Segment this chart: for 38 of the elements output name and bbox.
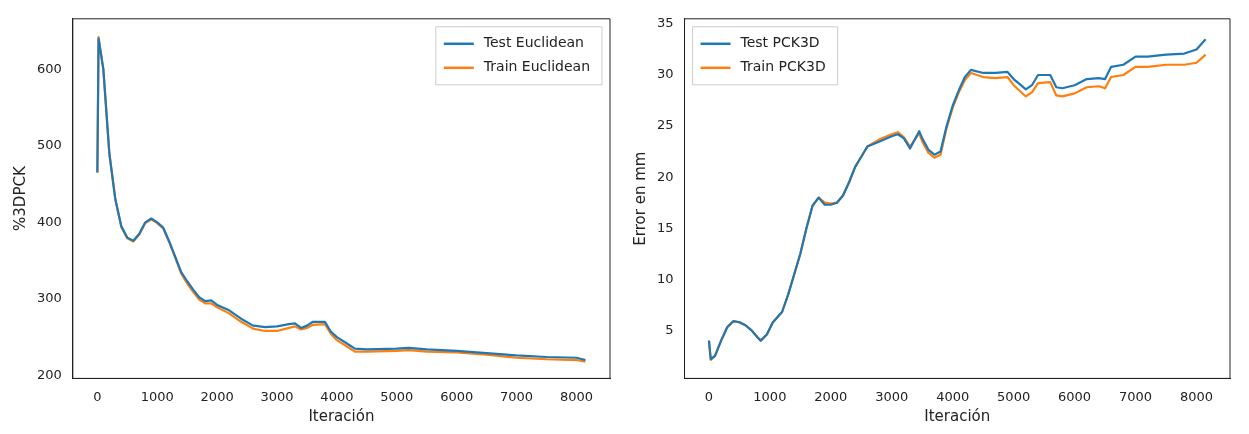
y-tick-label: 35 [657, 15, 674, 31]
x-tick-label: 6000 [440, 388, 474, 404]
y-tick-label: 20 [657, 168, 674, 184]
legend-label: Test Euclidean [482, 34, 584, 51]
y-tick-label: 15 [657, 219, 674, 235]
x-tick-label: 4000 [936, 388, 970, 404]
x-tick-label: 3000 [875, 388, 909, 404]
x-tick-label: 7000 [500, 388, 534, 404]
y-axis-title: %3DPCK [10, 165, 29, 231]
x-tick-label: 0 [93, 388, 102, 404]
x-tick-label: 8000 [559, 388, 594, 404]
y-axis-title: Error en mm [630, 151, 649, 246]
legend-label: Train PCK3D [739, 58, 826, 75]
x-tick-label: 0 [704, 388, 714, 404]
y-tick-label: 30 [657, 66, 674, 82]
y-tick-label: 300 [36, 290, 62, 306]
x-tick-label: 1000 [753, 388, 787, 404]
x-tick-label: 2000 [200, 388, 234, 404]
y-tick-label: 400 [36, 213, 62, 229]
legend-label: Train Euclidean [482, 58, 591, 75]
y-tick-label: 500 [36, 137, 62, 153]
y-tick-label: 5 [665, 321, 674, 337]
x-tick-label: 7000 [1118, 388, 1153, 404]
x-tick-label: 5000 [997, 388, 1031, 404]
y-tick-label: 200 [36, 366, 62, 382]
x-tick-label: 6000 [1058, 388, 1092, 404]
y-tick-label: 600 [36, 60, 62, 76]
x-axis-title: Iteración [924, 406, 991, 425]
x-tick-label: 5000 [380, 388, 414, 404]
x-tick-label: 3000 [260, 388, 294, 404]
x-tick-label: 1000 [140, 388, 174, 404]
x-tick-label: 8000 [1179, 388, 1214, 404]
x-axis-title: Iteración [308, 406, 375, 425]
legend-label: Test PCK3D [739, 34, 820, 51]
y-tick-label: 10 [657, 270, 674, 286]
x-tick-label: 2000 [814, 388, 848, 404]
y-tick-label: 25 [657, 117, 674, 133]
x-tick-label: 4000 [320, 388, 354, 404]
